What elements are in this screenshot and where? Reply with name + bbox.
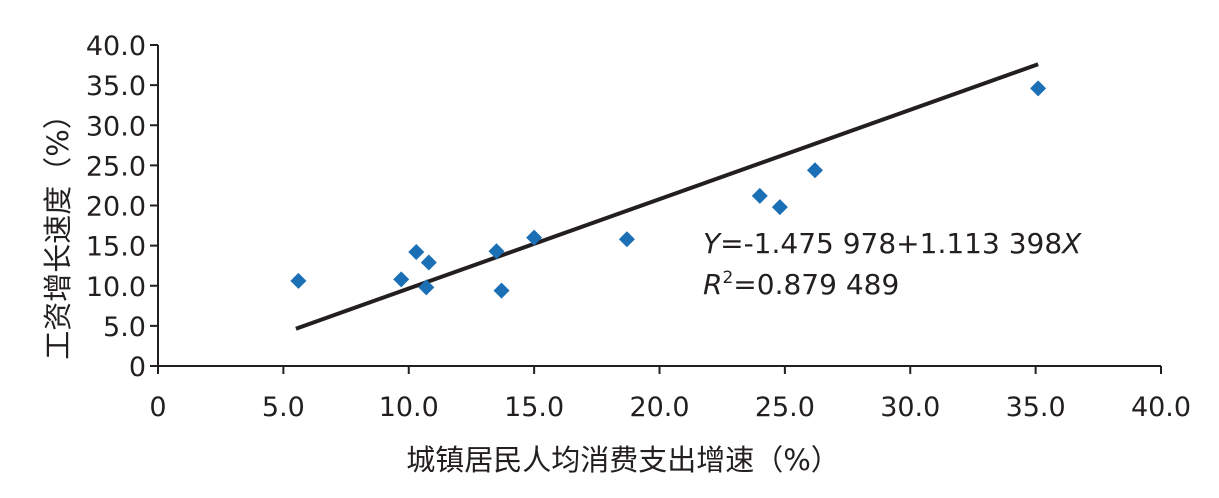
data-point	[751, 187, 768, 204]
x-tick-label: 5.0	[262, 392, 305, 423]
axes	[157, 45, 1161, 367]
y-tick-label: 40.0	[86, 31, 146, 62]
x-tick-label: 25.0	[755, 392, 815, 423]
trendline-group	[295, 62, 1039, 331]
data-points	[290, 80, 1047, 299]
y-tick-label: 5.0	[103, 312, 146, 343]
data-point	[393, 271, 410, 288]
y-ticks: 0 5.0 10.0 15.0 20.0 25.0 30.0 35.0 40.0	[86, 31, 158, 383]
x-tick-label: 40.0	[1131, 392, 1191, 423]
y-tick-label: 35.0	[86, 71, 146, 102]
y-tick-label: 10.0	[86, 272, 146, 303]
y-axis-title: 工资增长速度（%）	[41, 100, 75, 360]
data-point	[408, 244, 425, 261]
r-squared-var: R	[703, 268, 722, 301]
y-tick-label: 20.0	[86, 192, 146, 223]
data-point	[618, 231, 635, 248]
y-tick-label: 30.0	[86, 111, 146, 142]
data-point	[493, 282, 510, 299]
y-tick-label: 25.0	[86, 151, 146, 182]
x-axis-title: 城镇居民人均消费支出增速（%）	[406, 443, 840, 477]
equation-x-var: X	[1060, 227, 1082, 260]
data-point	[418, 279, 435, 296]
x-tick-label: 35.0	[1006, 392, 1066, 423]
data-point	[1030, 80, 1047, 97]
x-tick-label: 30.0	[880, 392, 940, 423]
data-point	[290, 272, 307, 289]
r-squared: R2=0.879 489	[703, 268, 899, 301]
data-point	[420, 254, 437, 271]
equation-coefficients: =-1.475 978+1.113 398	[720, 227, 1062, 260]
r-squared-value: =0.879 489	[733, 268, 899, 301]
x-tick-label: 0	[149, 392, 166, 423]
equation-y-var: Y	[703, 227, 722, 260]
y-tick-label: 0	[129, 352, 146, 383]
data-point	[526, 229, 543, 246]
regression-equation: Y=-1.475 978+1.113 398X	[703, 227, 1082, 260]
data-point	[488, 243, 505, 260]
r-squared-sup: 2	[722, 268, 733, 288]
x-tick-label: 20.0	[629, 392, 689, 423]
data-point	[806, 162, 823, 179]
x-ticks: 0 5.0 10.0 15.0 20.0 25.0 30.0 35.0 40.0	[149, 366, 1191, 423]
x-tick-label: 10.0	[379, 392, 439, 423]
y-tick-label: 15.0	[86, 232, 146, 263]
trendline	[295, 62, 1039, 331]
x-tick-label: 15.0	[504, 392, 564, 423]
data-point	[771, 199, 788, 216]
